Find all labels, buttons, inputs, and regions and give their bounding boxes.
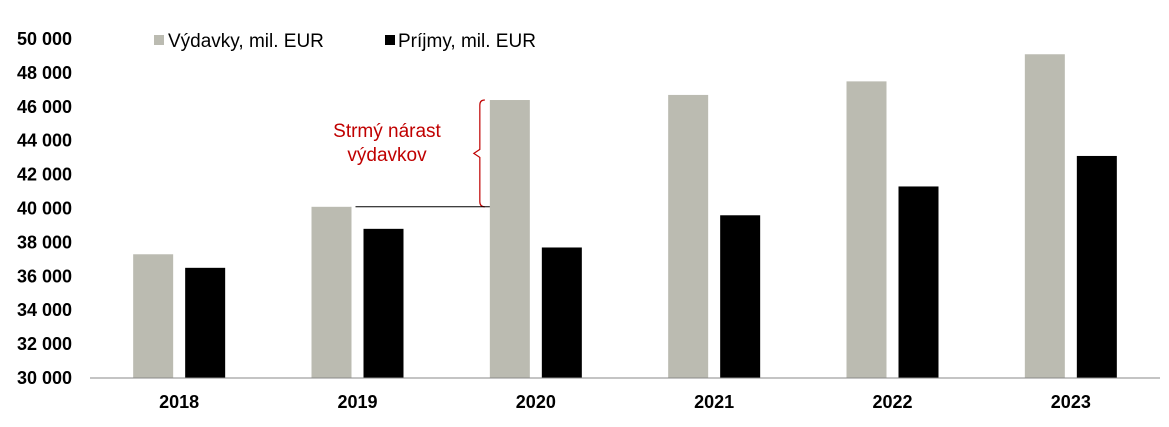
- bar-vydavky-2018: [133, 254, 174, 378]
- bar-prijmy-2023: [1076, 155, 1117, 378]
- x-tick-label: 2020: [516, 392, 556, 412]
- x-tick-label: 2022: [872, 392, 912, 412]
- y-tick-label: 50 000: [17, 29, 72, 49]
- legend: Výdavky, mil. EUR Príjmy, mil. EUR: [154, 31, 536, 52]
- bar-vydavky-2023: [1024, 54, 1065, 378]
- x-tick-label: 2018: [159, 392, 199, 412]
- x-tick-label: 2023: [1051, 392, 1091, 412]
- y-tick-label: 44 000: [17, 131, 72, 151]
- bars-group: [133, 54, 1117, 379]
- y-tick-label: 32 000: [17, 334, 72, 354]
- y-tick-label: 38 000: [17, 232, 72, 252]
- annotation: Strmý nárast výdavkov: [333, 99, 490, 208]
- bar-prijmy-2019: [363, 228, 404, 378]
- annotation-brace: [472, 99, 485, 208]
- legend-swatch-vydavky: [154, 35, 164, 45]
- bar-vydavky-2019: [311, 206, 352, 378]
- legend-label-prijmy: Príjmy, mil. EUR: [398, 31, 536, 52]
- bar-vydavky-2020: [489, 100, 530, 379]
- annotation-text-line-1: Strmý nárast: [333, 121, 441, 142]
- annotation-text-line-2: výdavkov: [347, 145, 427, 166]
- bar-prijmy-2021: [720, 215, 761, 378]
- y-tick-label: 34 000: [17, 300, 72, 320]
- legend-swatch-prijmy: [385, 35, 395, 45]
- y-tick-label: 42 000: [17, 165, 72, 185]
- legend-label-vydavky: Výdavky, mil. EUR: [168, 31, 324, 52]
- x-tick-label: 2019: [337, 392, 377, 412]
- y-tick-label: 36 000: [17, 266, 72, 286]
- y-axis-tick-labels: 30 000 32 000 34 000 36 000 38 000 40 000 42 0…: [17, 29, 72, 388]
- bar-prijmy-2022: [898, 186, 939, 378]
- y-tick-label: 40 000: [17, 199, 72, 219]
- y-tick-label: 48 000: [17, 63, 72, 83]
- x-axis-tick-labels: 2018 2019 2020 2021 2022 2023: [159, 392, 1091, 412]
- y-tick-label: 30 000: [17, 368, 72, 388]
- bar-vydavky-2021: [668, 94, 709, 378]
- bar-vydavky-2022: [846, 81, 887, 378]
- y-tick-label: 46 000: [17, 97, 72, 117]
- bar-prijmy-2018: [185, 267, 226, 378]
- x-tick-label: 2021: [694, 392, 734, 412]
- bar-prijmy-2020: [541, 247, 582, 378]
